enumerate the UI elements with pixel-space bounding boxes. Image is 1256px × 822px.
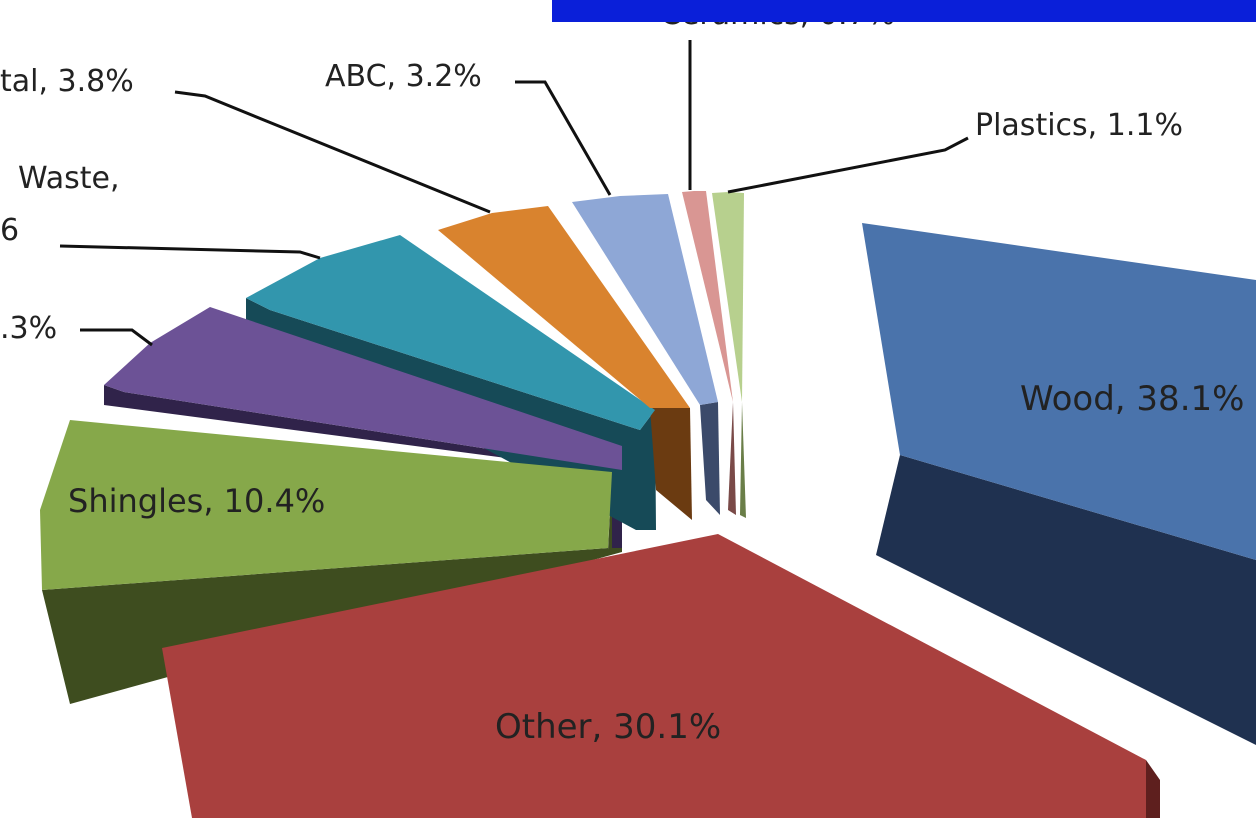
waste-data-label: Waste, [18, 161, 120, 196]
leader-lines [59, 40, 969, 347]
plastics-slice-side [740, 402, 746, 518]
ceramics-slice [682, 191, 733, 402]
shingles-slice [40, 420, 612, 590]
slice-tops [40, 191, 1256, 818]
abc-data-label: ABC, 3.2% [325, 59, 482, 94]
slice-3-slice [104, 307, 622, 470]
abc-leader-line [515, 80, 612, 196]
slice-5-data-label: tal, 3.8% [0, 64, 134, 99]
waste-data-label-line2: 6 [0, 213, 19, 248]
waste-slice [246, 235, 655, 430]
plastics-slice [712, 192, 744, 402]
abc-slice [572, 194, 718, 405]
plastics-data-label: Plastics, 1.1% [975, 108, 1183, 143]
slice-3-data-label: .3% [0, 311, 57, 346]
slice-5-slice-side [650, 408, 692, 520]
wood-data-label: Wood, 38.1% [1020, 379, 1244, 419]
wood-slice [862, 223, 1256, 560]
other-slice-side [1146, 760, 1160, 818]
waste-leader-line [59, 244, 321, 260]
slice-3-slice-side [104, 385, 622, 548]
header-bar [552, 0, 1256, 22]
other-slice [162, 534, 1146, 818]
slice-3-leader-line [80, 328, 153, 347]
plastics-leader-line [727, 136, 969, 194]
data-labels: Wood, 38.1% Other, 30.1% Shingles, 10.4% .3… [0, 0, 1244, 747]
other-data-label: Other, 30.1% [495, 707, 721, 747]
shingles-data-label: Shingles, 10.4% [68, 482, 325, 520]
slice-5-leader-line [174, 90, 491, 214]
ceramics-slice-side [728, 402, 736, 515]
abc-slice-side [700, 402, 720, 515]
slice-5-slice [438, 206, 690, 408]
wood-slice-side [876, 455, 1256, 745]
